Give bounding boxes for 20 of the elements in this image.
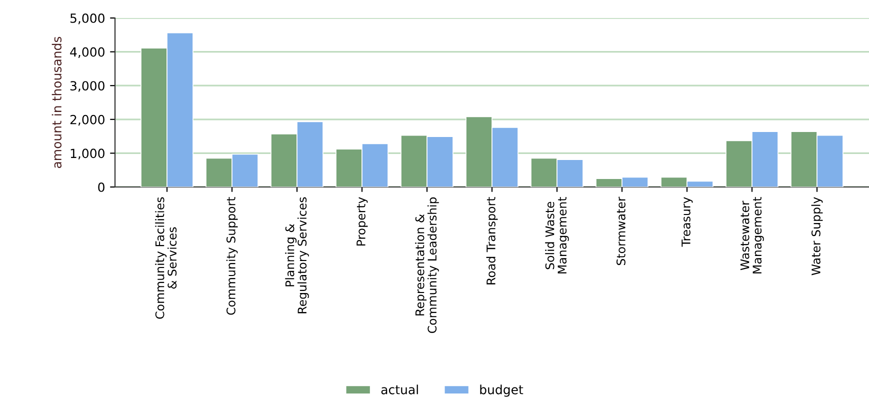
legend-label: budget (480, 384, 524, 397)
y-tick-label: 3,000 (70, 81, 104, 92)
y-axis-title: amount in thousands (52, 36, 62, 168)
x-tick-label: Planning & Regulatory Services (285, 197, 309, 314)
x-tick-label: Community Facilities & Services (155, 197, 177, 319)
y-tick-label: 0 (98, 182, 104, 192)
x-tick-label: Community Support (226, 197, 238, 315)
x-tick-label: Treasury (682, 197, 693, 247)
y-tick-label: 4,000 (70, 47, 104, 58)
y-tick-label: 1,000 (70, 148, 104, 160)
x-tick-label: Water Supply (811, 197, 823, 276)
x-tick-label: Representation & Community Leadership (415, 197, 439, 334)
x-tick-label: Road Transport (486, 197, 498, 284)
x-tick-label: Stormwater (616, 196, 626, 266)
y-tick-label: 5,000 (70, 13, 104, 24)
legend-label: actual (381, 384, 418, 394)
y-tick-label: 2,000 (70, 114, 104, 126)
x-tick-label: Solid Waste Management (545, 197, 569, 274)
x-tick-label: Property (356, 197, 368, 246)
x-tick-label: Wastewater Management (740, 197, 764, 274)
